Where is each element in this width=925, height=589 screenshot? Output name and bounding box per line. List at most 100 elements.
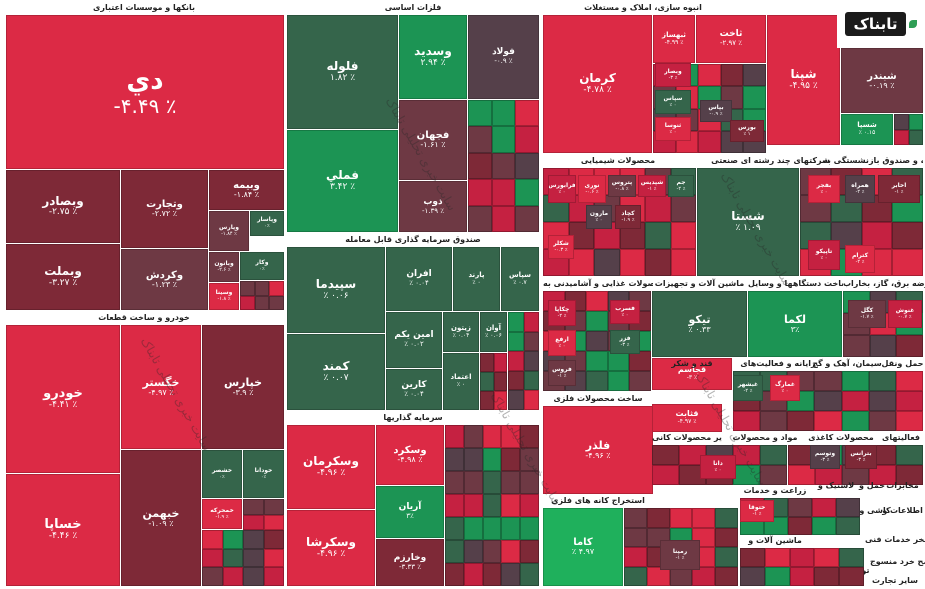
treemap-tile[interactable]: پتروس -۰.۸ ٪ bbox=[608, 175, 636, 197]
treemap-filler-tile[interactable] bbox=[263, 548, 284, 568]
treemap-filler-tile[interactable] bbox=[501, 563, 521, 586]
treemap-filler-tile[interactable] bbox=[508, 351, 524, 371]
treemap-tile[interactable]: بفجر ٪ ۰ bbox=[808, 175, 840, 203]
treemap-filler-tile[interactable] bbox=[491, 205, 516, 232]
treemap-tile[interactable]: فزر -۳ ٪ bbox=[610, 330, 640, 354]
treemap-filler-tile[interactable] bbox=[843, 335, 870, 357]
treemap-filler-tile[interactable] bbox=[814, 548, 840, 567]
treemap-filler-tile[interactable] bbox=[523, 370, 539, 391]
treemap-tile[interactable]: لكما ۳٪ bbox=[748, 291, 842, 357]
treemap-filler-tile[interactable] bbox=[463, 563, 483, 586]
treemap-filler-tile[interactable] bbox=[841, 371, 869, 391]
treemap-tile[interactable]: فملي ۳.۴۲ ٪ bbox=[287, 130, 398, 232]
treemap-filler-tile[interactable] bbox=[629, 351, 651, 371]
treemap-filler-tile[interactable] bbox=[764, 567, 790, 586]
treemap-filler-tile[interactable] bbox=[645, 222, 671, 249]
treemap-filler-tile[interactable] bbox=[788, 498, 812, 517]
treemap-filler-tile[interactable] bbox=[493, 372, 507, 391]
treemap-filler-tile[interactable] bbox=[222, 567, 243, 586]
treemap-filler-tile[interactable] bbox=[482, 494, 502, 517]
treemap-tile[interactable]: بترانس -۳ ٪ bbox=[845, 445, 877, 469]
treemap-filler-tile[interactable] bbox=[908, 129, 923, 145]
treemap-filler-tile[interactable] bbox=[480, 353, 494, 372]
treemap-filler-tile[interactable] bbox=[892, 222, 923, 249]
treemap-tile[interactable]: وپاسار ۰٪ bbox=[250, 211, 284, 236]
treemap-filler-tile[interactable] bbox=[895, 411, 923, 431]
treemap-filler-tile[interactable] bbox=[624, 566, 647, 586]
treemap-tile[interactable]: نوری -۰.۶ ٪ bbox=[578, 175, 606, 203]
treemap-tile[interactable]: زيتون ٪ ۰.۰۴ bbox=[443, 312, 479, 352]
treemap-filler-tile[interactable] bbox=[445, 563, 464, 586]
treemap-tile[interactable]: وبيمه -۱.۸۴ ٪ bbox=[209, 170, 284, 210]
treemap-filler-tile[interactable] bbox=[508, 312, 524, 332]
treemap-filler-tile[interactable] bbox=[908, 114, 923, 130]
treemap-tile[interactable]: افران ٪ ۰.۰۴ bbox=[386, 247, 452, 311]
treemap-filler-tile[interactable] bbox=[202, 530, 223, 549]
treemap-tile[interactable]: فسرب ٪ ۰ bbox=[610, 300, 640, 324]
treemap-filler-tile[interactable] bbox=[645, 195, 671, 222]
treemap-filler-tile[interactable] bbox=[841, 391, 869, 411]
treemap-tile[interactable]: تاپیکو ٪ ۰ bbox=[808, 240, 840, 270]
treemap-filler-tile[interactable] bbox=[468, 205, 492, 232]
treemap-filler-tile[interactable] bbox=[269, 281, 284, 296]
treemap-tile[interactable]: شبندر -۰.۱۹ ٪ bbox=[841, 48, 923, 113]
treemap-tile[interactable]: تيكو ٪ ۰.۳۳ bbox=[652, 291, 747, 357]
treemap-filler-tile[interactable] bbox=[646, 566, 670, 586]
treemap-filler-tile[interactable] bbox=[743, 86, 766, 109]
treemap-tile[interactable]: ثنوسا ٪ ۰ bbox=[655, 117, 691, 141]
treemap-filler-tile[interactable] bbox=[222, 548, 243, 568]
treemap-filler-tile[interactable] bbox=[812, 498, 836, 517]
treemap-filler-tile[interactable] bbox=[760, 411, 788, 431]
treemap-filler-tile[interactable] bbox=[760, 445, 788, 465]
treemap-filler-tile[interactable] bbox=[607, 371, 630, 391]
treemap-filler-tile[interactable] bbox=[508, 390, 524, 410]
treemap-filler-tile[interactable] bbox=[586, 311, 608, 331]
treemap-filler-tile[interactable] bbox=[594, 249, 620, 276]
treemap-tile[interactable]: خمحرکه -۱.۹ ٪ bbox=[202, 499, 242, 529]
treemap-filler-tile[interactable] bbox=[543, 195, 569, 222]
treemap-filler-tile[interactable] bbox=[839, 567, 864, 586]
treemap-tile[interactable]: وبانون -۲.۶ ٪ bbox=[209, 252, 239, 282]
treemap-tile[interactable]: اعتماد ٪ ۰ bbox=[443, 353, 479, 410]
treemap-tile[interactable]: آوان ٪ ۰.۰۶ bbox=[480, 312, 507, 352]
treemap-tile[interactable]: دانا ٪ ۰ bbox=[700, 455, 736, 479]
treemap-tile[interactable]: كارين ٪ ۰.۰۴ bbox=[386, 369, 442, 410]
treemap-tile[interactable]: خپارس -۳.۹ ٪ bbox=[202, 325, 284, 449]
treemap-filler-tile[interactable] bbox=[501, 494, 521, 517]
treemap-filler-tile[interactable] bbox=[468, 100, 492, 127]
treemap-filler-tile[interactable] bbox=[482, 471, 502, 494]
treemap-filler-tile[interactable] bbox=[491, 152, 516, 180]
treemap-tile[interactable]: فرابورس ٪ ۰ bbox=[548, 175, 576, 203]
treemap-filler-tile[interactable] bbox=[645, 249, 671, 276]
treemap-filler-tile[interactable] bbox=[243, 548, 264, 568]
treemap-filler-tile[interactable] bbox=[698, 64, 721, 87]
treemap-filler-tile[interactable] bbox=[868, 371, 896, 391]
treemap-filler-tile[interactable] bbox=[868, 391, 896, 411]
treemap-filler-tile[interactable] bbox=[692, 566, 716, 586]
treemap-tile[interactable]: غمارگ ٪ ۰ bbox=[770, 375, 800, 401]
treemap-tile[interactable]: شستا ٪ ۱.۰۹ bbox=[697, 168, 799, 276]
treemap-filler-tile[interactable] bbox=[652, 465, 680, 485]
treemap-filler-tile[interactable] bbox=[619, 249, 645, 276]
treemap-filler-tile[interactable] bbox=[463, 425, 483, 448]
treemap-filler-tile[interactable] bbox=[698, 130, 721, 153]
treemap-filler-tile[interactable] bbox=[814, 391, 842, 411]
treemap-filler-tile[interactable] bbox=[491, 100, 516, 127]
treemap-filler-tile[interactable] bbox=[895, 445, 923, 465]
treemap-tile[interactable]: كاما ٪ ۴.۹۷ bbox=[543, 508, 623, 586]
treemap-filler-tile[interactable] bbox=[814, 411, 842, 431]
treemap-tile[interactable]: وسکرمان -۴.۹۶ ٪ bbox=[287, 425, 375, 509]
treemap-filler-tile[interactable] bbox=[836, 516, 860, 535]
treemap-tile[interactable]: وپارس -۱.۸۴ ٪ bbox=[209, 211, 249, 251]
treemap-filler-tile[interactable] bbox=[508, 331, 524, 352]
treemap-filler-tile[interactable] bbox=[520, 471, 539, 494]
treemap-filler-tile[interactable] bbox=[869, 335, 897, 357]
treemap-filler-tile[interactable] bbox=[254, 281, 270, 296]
treemap-filler-tile[interactable] bbox=[743, 64, 766, 87]
treemap-filler-tile[interactable] bbox=[715, 547, 738, 567]
treemap-filler-tile[interactable] bbox=[586, 371, 608, 391]
treemap-tile[interactable]: سپاس ٪ ۰.۷ bbox=[501, 247, 539, 311]
treemap-filler-tile[interactable] bbox=[692, 508, 716, 528]
treemap-tile[interactable]: ثاخت -۲.۹۷ ٪ bbox=[696, 15, 766, 63]
treemap-tile[interactable]: سپاس ٪ ۰ bbox=[655, 90, 691, 114]
